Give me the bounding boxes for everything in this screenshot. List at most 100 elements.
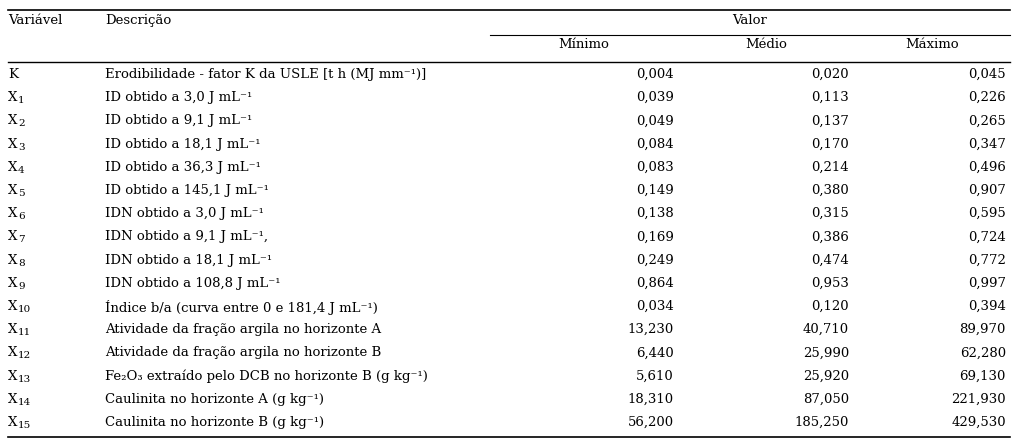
Text: X: X [8, 416, 17, 429]
Text: 6: 6 [18, 212, 24, 221]
Text: 25,920: 25,920 [803, 370, 849, 383]
Text: X: X [8, 207, 17, 220]
Text: 56,200: 56,200 [628, 416, 674, 429]
Text: 69,130: 69,130 [959, 370, 1006, 383]
Text: Máximo: Máximo [905, 38, 959, 51]
Text: 0,347: 0,347 [968, 138, 1006, 150]
Text: 0,084: 0,084 [636, 138, 674, 150]
Text: 10: 10 [18, 305, 31, 314]
Text: 0,380: 0,380 [811, 184, 849, 197]
Text: 25,990: 25,990 [803, 346, 849, 359]
Text: 0,265: 0,265 [968, 114, 1006, 128]
Text: 87,050: 87,050 [803, 393, 849, 406]
Text: X: X [8, 138, 17, 150]
Text: ID obtido a 36,3 J mL⁻¹: ID obtido a 36,3 J mL⁻¹ [105, 161, 261, 174]
Text: Atividade da fração argila no horizonte A: Atividade da fração argila no horizonte … [105, 323, 381, 336]
Text: 0,214: 0,214 [811, 161, 849, 174]
Text: X: X [8, 300, 17, 313]
Text: 0,149: 0,149 [636, 184, 674, 197]
Text: Mínimo: Mínimo [558, 38, 609, 51]
Text: 0,772: 0,772 [968, 253, 1006, 267]
Text: Fe₂O₃ extraído pelo DCB no horizonte B (g kg⁻¹): Fe₂O₃ extraído pelo DCB no horizonte B (… [105, 370, 428, 383]
Text: 0,083: 0,083 [636, 161, 674, 174]
Text: 0,394: 0,394 [968, 300, 1006, 313]
Text: 0,039: 0,039 [636, 91, 674, 104]
Text: 18,310: 18,310 [628, 393, 674, 406]
Text: X: X [8, 91, 17, 104]
Text: IDN obtido a 18,1 J mL⁻¹: IDN obtido a 18,1 J mL⁻¹ [105, 253, 272, 267]
Text: 15: 15 [18, 421, 31, 430]
Text: IDN obtido a 9,1 J mL⁻¹,: IDN obtido a 9,1 J mL⁻¹, [105, 231, 268, 243]
Text: 2: 2 [18, 119, 24, 128]
Text: X: X [8, 323, 17, 336]
Text: 429,530: 429,530 [951, 416, 1006, 429]
Text: 0,907: 0,907 [968, 184, 1006, 197]
Text: 221,930: 221,930 [951, 393, 1006, 406]
Text: ID obtido a 9,1 J mL⁻¹: ID obtido a 9,1 J mL⁻¹ [105, 114, 253, 128]
Text: 14: 14 [18, 398, 31, 407]
Text: Médio: Médio [746, 38, 788, 51]
Text: 0,170: 0,170 [811, 138, 849, 150]
Text: 13,230: 13,230 [627, 323, 674, 336]
Text: 0,034: 0,034 [636, 300, 674, 313]
Text: 40,710: 40,710 [803, 323, 849, 336]
Text: 0,249: 0,249 [636, 253, 674, 267]
Text: Caulinita no horizonte B (g kg⁻¹): Caulinita no horizonte B (g kg⁻¹) [105, 416, 324, 429]
Text: ID obtido a 3,0 J mL⁻¹: ID obtido a 3,0 J mL⁻¹ [105, 91, 253, 104]
Text: 0,004: 0,004 [636, 68, 674, 81]
Text: 0,049: 0,049 [636, 114, 674, 128]
Text: 0,997: 0,997 [968, 277, 1006, 290]
Text: Descrição: Descrição [105, 14, 172, 27]
Text: X: X [8, 231, 17, 243]
Text: X: X [8, 393, 17, 406]
Text: 8: 8 [18, 259, 24, 268]
Text: 0,864: 0,864 [636, 277, 674, 290]
Text: 0,724: 0,724 [968, 231, 1006, 243]
Text: 7: 7 [18, 235, 24, 244]
Text: 89,970: 89,970 [959, 323, 1006, 336]
Text: X: X [8, 253, 17, 267]
Text: 11: 11 [18, 328, 31, 337]
Text: 9: 9 [18, 282, 24, 291]
Text: 12: 12 [18, 352, 31, 360]
Text: IDN obtido a 108,8 J mL⁻¹: IDN obtido a 108,8 J mL⁻¹ [105, 277, 280, 290]
Text: 0,496: 0,496 [968, 161, 1006, 174]
Text: Erodibilidade - fator K da USLE [t h (MJ mm⁻¹)]: Erodibilidade - fator K da USLE [t h (MJ… [105, 68, 426, 81]
Text: K: K [8, 68, 18, 81]
Text: 5: 5 [18, 189, 24, 198]
Text: 0,138: 0,138 [636, 207, 674, 220]
Text: X: X [8, 114, 17, 128]
Text: 0,474: 0,474 [811, 253, 849, 267]
Text: 4: 4 [18, 166, 24, 175]
Text: 0,020: 0,020 [811, 68, 849, 81]
Text: 0,045: 0,045 [968, 68, 1006, 81]
Text: 0,315: 0,315 [811, 207, 849, 220]
Text: IDN obtido a 3,0 J mL⁻¹: IDN obtido a 3,0 J mL⁻¹ [105, 207, 264, 220]
Text: X: X [8, 161, 17, 174]
Text: Índice b/a (curva entre 0 e 181,4 J mL⁻¹): Índice b/a (curva entre 0 e 181,4 J mL⁻¹… [105, 300, 378, 315]
Text: 0,120: 0,120 [811, 300, 849, 313]
Text: 0,113: 0,113 [811, 91, 849, 104]
Text: Variável: Variável [8, 14, 62, 27]
Text: X: X [8, 184, 17, 197]
Text: Atividade da fração argila no horizonte B: Atividade da fração argila no horizonte … [105, 346, 382, 359]
Text: 0,169: 0,169 [636, 231, 674, 243]
Text: 0,137: 0,137 [811, 114, 849, 128]
Text: ID obtido a 18,1 J mL⁻¹: ID obtido a 18,1 J mL⁻¹ [105, 138, 261, 150]
Text: 0,953: 0,953 [811, 277, 849, 290]
Text: 0,226: 0,226 [968, 91, 1006, 104]
Text: X: X [8, 346, 17, 359]
Text: Valor: Valor [733, 14, 767, 27]
Text: 62,280: 62,280 [960, 346, 1006, 359]
Text: 6,440: 6,440 [636, 346, 674, 359]
Text: 1: 1 [18, 96, 24, 105]
Text: 185,250: 185,250 [795, 416, 849, 429]
Text: 3: 3 [18, 143, 24, 152]
Text: 0,386: 0,386 [811, 231, 849, 243]
Text: 5,610: 5,610 [636, 370, 674, 383]
Text: X: X [8, 277, 17, 290]
Text: Caulinita no horizonte A (g kg⁻¹): Caulinita no horizonte A (g kg⁻¹) [105, 393, 324, 406]
Text: X: X [8, 370, 17, 383]
Text: 0,595: 0,595 [968, 207, 1006, 220]
Text: 13: 13 [18, 374, 31, 384]
